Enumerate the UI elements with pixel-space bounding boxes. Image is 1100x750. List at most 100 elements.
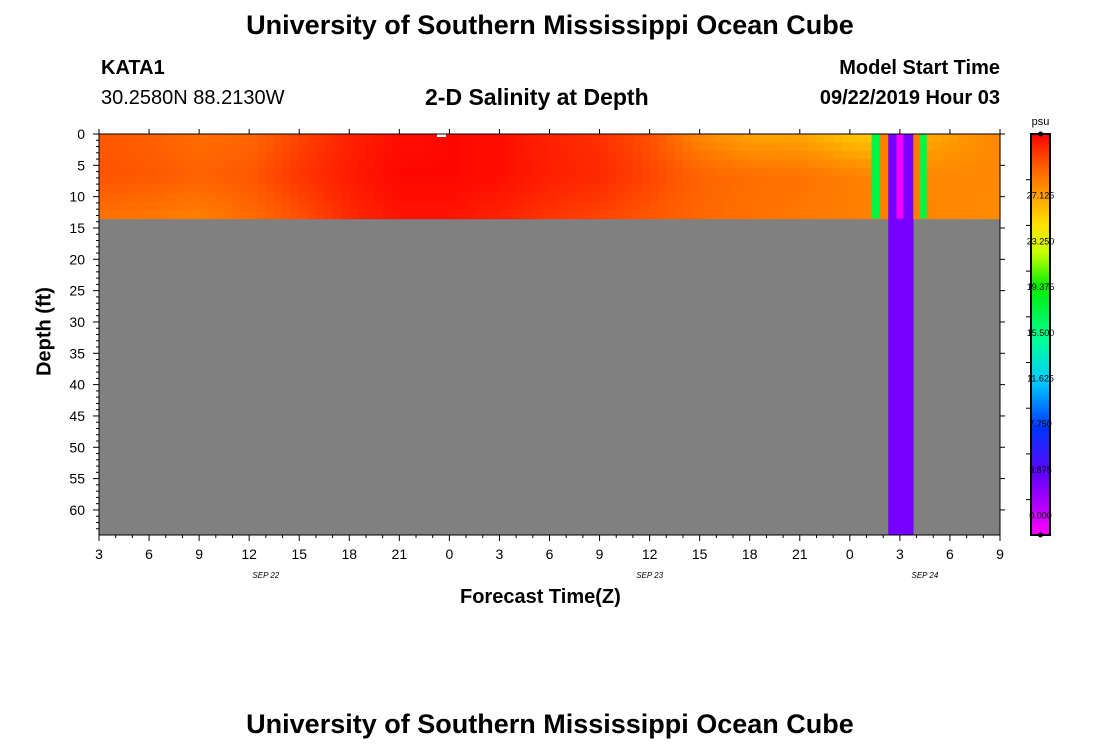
heatmap-cell — [741, 193, 751, 203]
heatmap-cell — [315, 193, 325, 203]
heatmap-cell — [107, 176, 117, 186]
heatmap-cell — [924, 184, 934, 194]
heatmap-cell — [733, 176, 742, 186]
heatmap-cell — [340, 142, 350, 152]
heatmap-cell — [924, 134, 934, 144]
heatmap-cell — [249, 167, 259, 177]
heatmap-cell — [641, 201, 651, 211]
heatmap-cell — [290, 159, 300, 169]
heatmap-cell — [557, 201, 567, 211]
heatmap-cell — [240, 159, 250, 169]
heatmap-cell — [174, 167, 184, 177]
heatmap-cell — [607, 134, 617, 144]
heatmap-cell — [983, 201, 993, 211]
heatmap-cell — [390, 176, 400, 186]
heatmap-cell — [833, 150, 843, 160]
heatmap-cell — [199, 142, 209, 152]
heatmap-cell — [491, 142, 501, 152]
heatmap-cell — [457, 142, 467, 152]
heatmap-cell — [432, 167, 442, 177]
heatmap-cell — [382, 150, 392, 160]
heatmap-cell — [299, 134, 309, 144]
heatmap-cell — [816, 193, 826, 203]
heatmap-cell — [524, 167, 534, 177]
heatmap-cell — [816, 142, 826, 152]
heatmap-cell — [808, 201, 818, 211]
heatmap-cell — [557, 134, 567, 144]
heatmap-cell — [758, 193, 767, 203]
heatmap-cell — [499, 176, 509, 186]
heatmap-cell — [207, 210, 217, 220]
heatmap-cell — [499, 167, 509, 177]
heatmap-cell — [324, 159, 334, 169]
heatmap-cell — [132, 142, 142, 152]
heatmap-cell — [733, 134, 742, 144]
heatmap-cell — [257, 167, 267, 177]
heatmap-cell — [232, 210, 242, 220]
heatmap-cell — [474, 159, 484, 169]
heatmap-cell — [933, 159, 943, 169]
heatmap-cell — [332, 150, 342, 160]
heatmap-cell — [566, 150, 576, 160]
heatmap-cell — [783, 159, 793, 169]
heatmap-cell — [482, 159, 492, 169]
heatmap-cell — [566, 176, 576, 186]
heatmap-cell — [691, 184, 701, 194]
heatmap-cell — [240, 150, 250, 160]
heatmap-cell — [224, 142, 234, 152]
heatmap-cell — [224, 184, 234, 194]
heatmap-cell — [624, 167, 634, 177]
heatmap-cell — [499, 201, 509, 211]
heatmap-cell — [566, 193, 576, 203]
heatmap-cell — [766, 176, 776, 186]
heatmap-cell — [657, 150, 667, 160]
heatmap-cell — [833, 167, 843, 177]
heatmap-cell — [499, 184, 509, 194]
heatmap-cell — [708, 210, 717, 220]
heatmap-cell — [549, 193, 559, 203]
heatmap-cell — [491, 150, 501, 160]
heatmap-cell — [599, 167, 609, 177]
heatmap-cell — [124, 159, 133, 169]
heatmap-cell — [215, 184, 225, 194]
heatmap-cell — [632, 142, 642, 152]
heatmap-cell — [441, 150, 450, 160]
heatmap-cell — [441, 142, 450, 152]
heatmap-cell — [599, 210, 609, 220]
heatmap-cell — [424, 184, 434, 194]
heatmap-cell — [983, 176, 993, 186]
heatmap-cell — [474, 134, 484, 144]
x-tick-label: 3 — [896, 546, 904, 562]
heatmap-cell — [207, 159, 217, 169]
heatmap-cell — [799, 142, 809, 152]
heatmap-cell — [808, 134, 818, 144]
heatmap-cell — [132, 167, 142, 177]
heatmap-cell — [574, 176, 584, 186]
heatmap-cell — [974, 150, 984, 160]
heatmap-cell — [824, 134, 834, 144]
heatmap-cell — [124, 142, 133, 152]
heatmap-cell — [616, 150, 626, 160]
heatmap-cell — [140, 201, 150, 211]
heatmap-cell — [382, 134, 392, 144]
heatmap-cell — [657, 193, 667, 203]
heatmap-cell — [966, 176, 976, 186]
heatmap-cell — [958, 193, 968, 203]
heatmap-cell — [532, 193, 542, 203]
heatmap-cell — [315, 184, 325, 194]
heatmap-cell — [682, 134, 692, 144]
heatmap-cell — [941, 159, 951, 169]
heatmap-cell — [824, 176, 834, 186]
heatmap-cell — [215, 176, 225, 186]
heatmap-cell — [816, 159, 826, 169]
heatmap-cell — [541, 201, 551, 211]
heatmap-cell — [232, 167, 242, 177]
heatmap-cell — [340, 167, 350, 177]
heatmap-cell — [724, 201, 734, 211]
heatmap-cell — [424, 193, 434, 203]
heatmap-cell — [99, 201, 108, 211]
heatmap-cell — [866, 142, 876, 152]
heatmap-cell — [424, 150, 434, 160]
heatmap-cell — [541, 142, 551, 152]
heatmap-cell — [432, 176, 442, 186]
